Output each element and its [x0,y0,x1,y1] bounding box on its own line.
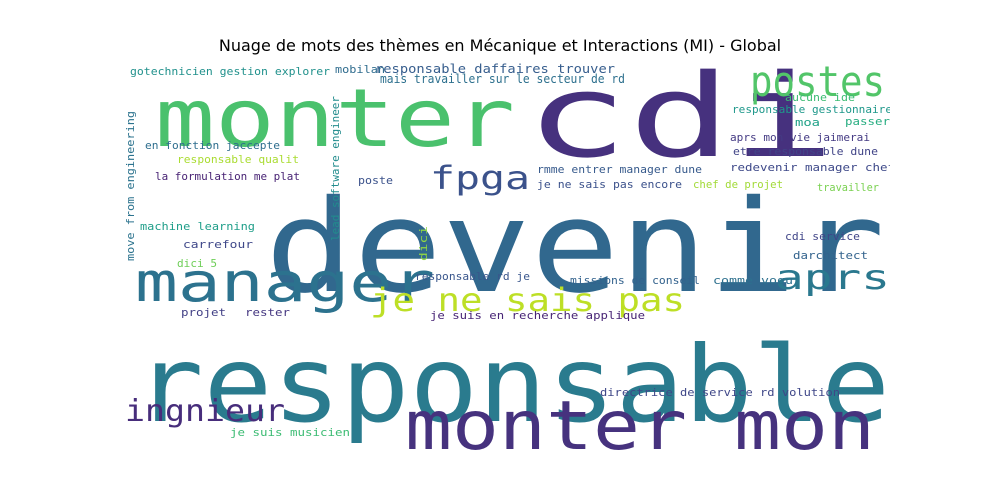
word-34: lead software engineer [329,96,342,241]
word-32: carrefour [183,238,253,251]
word-16: aucune ide [785,91,855,104]
word-19: aprs mon vie jaimerai [730,131,870,144]
word-2: monter mon [405,387,875,456]
word-9: ingnieur [125,394,285,429]
word-0: devenir [265,173,885,322]
word-40: comme voqu [713,274,793,287]
word-14: gotechnicien gestion explorer [130,65,330,78]
word-4: monter [155,72,515,165]
word-44: directrice de service rd volution [600,386,840,399]
word-11: responsable daffaires trouver [375,62,615,76]
word-15: responsable gestionnaire [732,103,890,116]
word-33: dici 5 [177,257,217,270]
word-10: fpga [430,159,530,197]
chart-title: Nuage de mots des thèmes en Mécanique et… [218,36,782,55]
word-13: mobilan [335,63,385,76]
word-37: darchitect [793,249,868,262]
word-17: moa [795,116,820,129]
word-7: je ne sais pas [370,281,685,319]
word-30: move from engineering [125,111,137,261]
word-28: la formulation me plat [155,170,300,183]
word-31: machine learning [140,220,255,233]
word-45: je suis musicien [230,426,350,439]
word-6: postes [750,61,885,106]
word-42: rester [245,306,290,319]
word-43: je suis en recherche applique [430,309,645,322]
word-18: passer [845,115,890,128]
word-36: cdi service [785,230,860,243]
word-24: je ne sais pas encore [537,178,682,191]
word-38: responsable rd je [415,270,530,283]
word-3: cdi [525,61,835,184]
word-8: aprs [775,258,890,298]
word-22: travailler [817,181,879,194]
word-23: chef de projet [693,178,783,191]
word-1: responsable [135,324,890,446]
word-41: projet [181,306,226,319]
word-39: missions de conseil [570,274,700,287]
word-25: rmme entrer manager dune [537,163,702,176]
word-27: responsable qualit [177,153,299,166]
word-35: dici [417,226,430,261]
word-12: mais travailler sur le secteur de rd [380,72,625,86]
word-29: poste [358,174,393,187]
word-26: en fonction jaccepte [145,139,280,152]
word-21: redevenir manager chef [730,161,890,174]
word-20: etre responsable dune [733,145,878,158]
word-5: manager [135,251,435,314]
